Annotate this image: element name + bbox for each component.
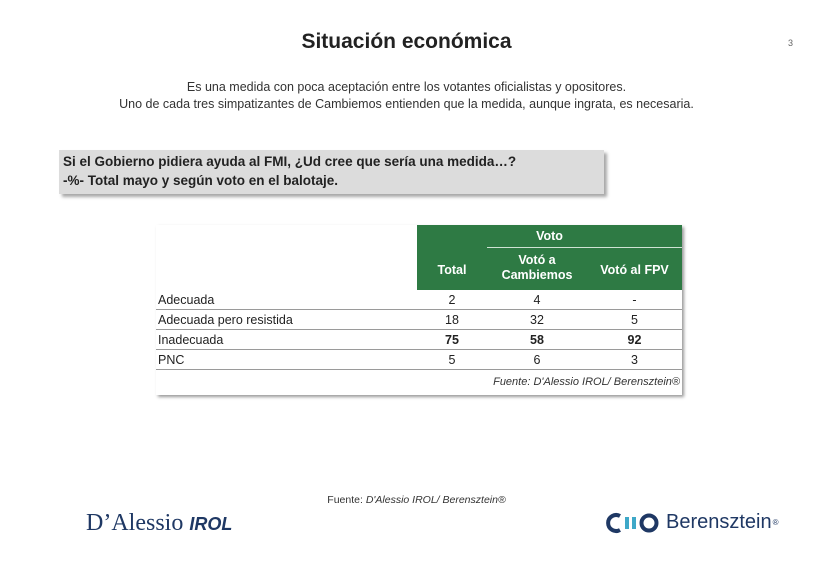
page-number: 3 [788,38,794,48]
table-row: PNC 5 6 3 [156,350,682,370]
table-header: Voto Total Votó a Cambiemos Votó al FPV [417,225,682,290]
footer-source-prefix: Fuente: [327,494,366,506]
cell-total: 18 [445,313,459,327]
col-header-cambiemos: Votó a Cambiemos [487,253,587,283]
dalessio-irol-logo: D’Alessio IROL [86,510,232,537]
row-label: Adecuada pero resistida [158,313,293,327]
footer-source: Fuente: D'Alessio IROL/ Berensztein® [0,494,813,506]
question-box: Si el Gobierno pidiera ayuda al FMI, ¿Ud… [59,150,604,194]
slide-title: Situación económica [301,30,512,53]
row-label: Inadecuada [158,333,224,347]
cell-fpv: 5 [631,313,638,327]
subtitle-line-2: Uno de cada tres simpatizantes de Cambie… [119,97,694,111]
header-divider [487,247,682,248]
cell-cambiemos: 6 [533,353,541,367]
table-row: Inadecuada 75 58 92 [156,330,682,350]
cell-total: 5 [448,353,456,367]
cell-cambiemos: 58 [530,333,544,347]
slide-subtitle: Es una medida con poca aceptación entre … [0,79,813,113]
question-text: Si el Gobierno pidiera ayuda al FMI, ¿Ud… [63,154,517,169]
results-table: Voto Total Votó a Cambiemos Votó al FPV … [156,225,682,395]
cell-cambiemos: 4 [533,293,541,307]
table-row: Adecuada 2 4 - [156,290,682,310]
cell-total: 75 [445,333,459,347]
logo-right-reg: ® [772,518,779,527]
question-note: -%- Total mayo y según voto en el balota… [63,173,339,188]
logo-left-main: D’Alessio [86,510,184,536]
col-header-cambiemos-line2: Cambiemos [501,268,573,282]
footer-source-text: D'Alessio IROL/ Berensztein® [365,494,506,506]
cell-fpv: 92 [627,333,642,347]
cell-fpv: 3 [631,353,638,367]
row-label: PNC [158,353,185,367]
berensztein-logo: Berensztein ® [606,511,779,534]
row-label: Adecuada [158,293,215,307]
logo-right-name: Berensztein [666,511,772,533]
cell-fpv: - [632,293,637,307]
logo-left-sub: IROL [189,514,233,534]
berensztein-logo-icon [606,512,659,533]
table-source: Fuente: D'Alessio IROL/ Berensztein® [493,376,680,388]
cell-total: 2 [448,293,456,307]
col-header-fpv: Votó al FPV [600,263,669,277]
cell-cambiemos: 32 [530,313,544,327]
col-header-total: Total [437,263,467,277]
group-header-voto: Voto [536,229,563,243]
col-header-cambiemos-line1: Votó a [518,253,556,267]
table-row: Adecuada pero resistida 18 32 5 [156,310,682,330]
subtitle-line-1: Es una medida con poca aceptación entre … [186,80,627,94]
